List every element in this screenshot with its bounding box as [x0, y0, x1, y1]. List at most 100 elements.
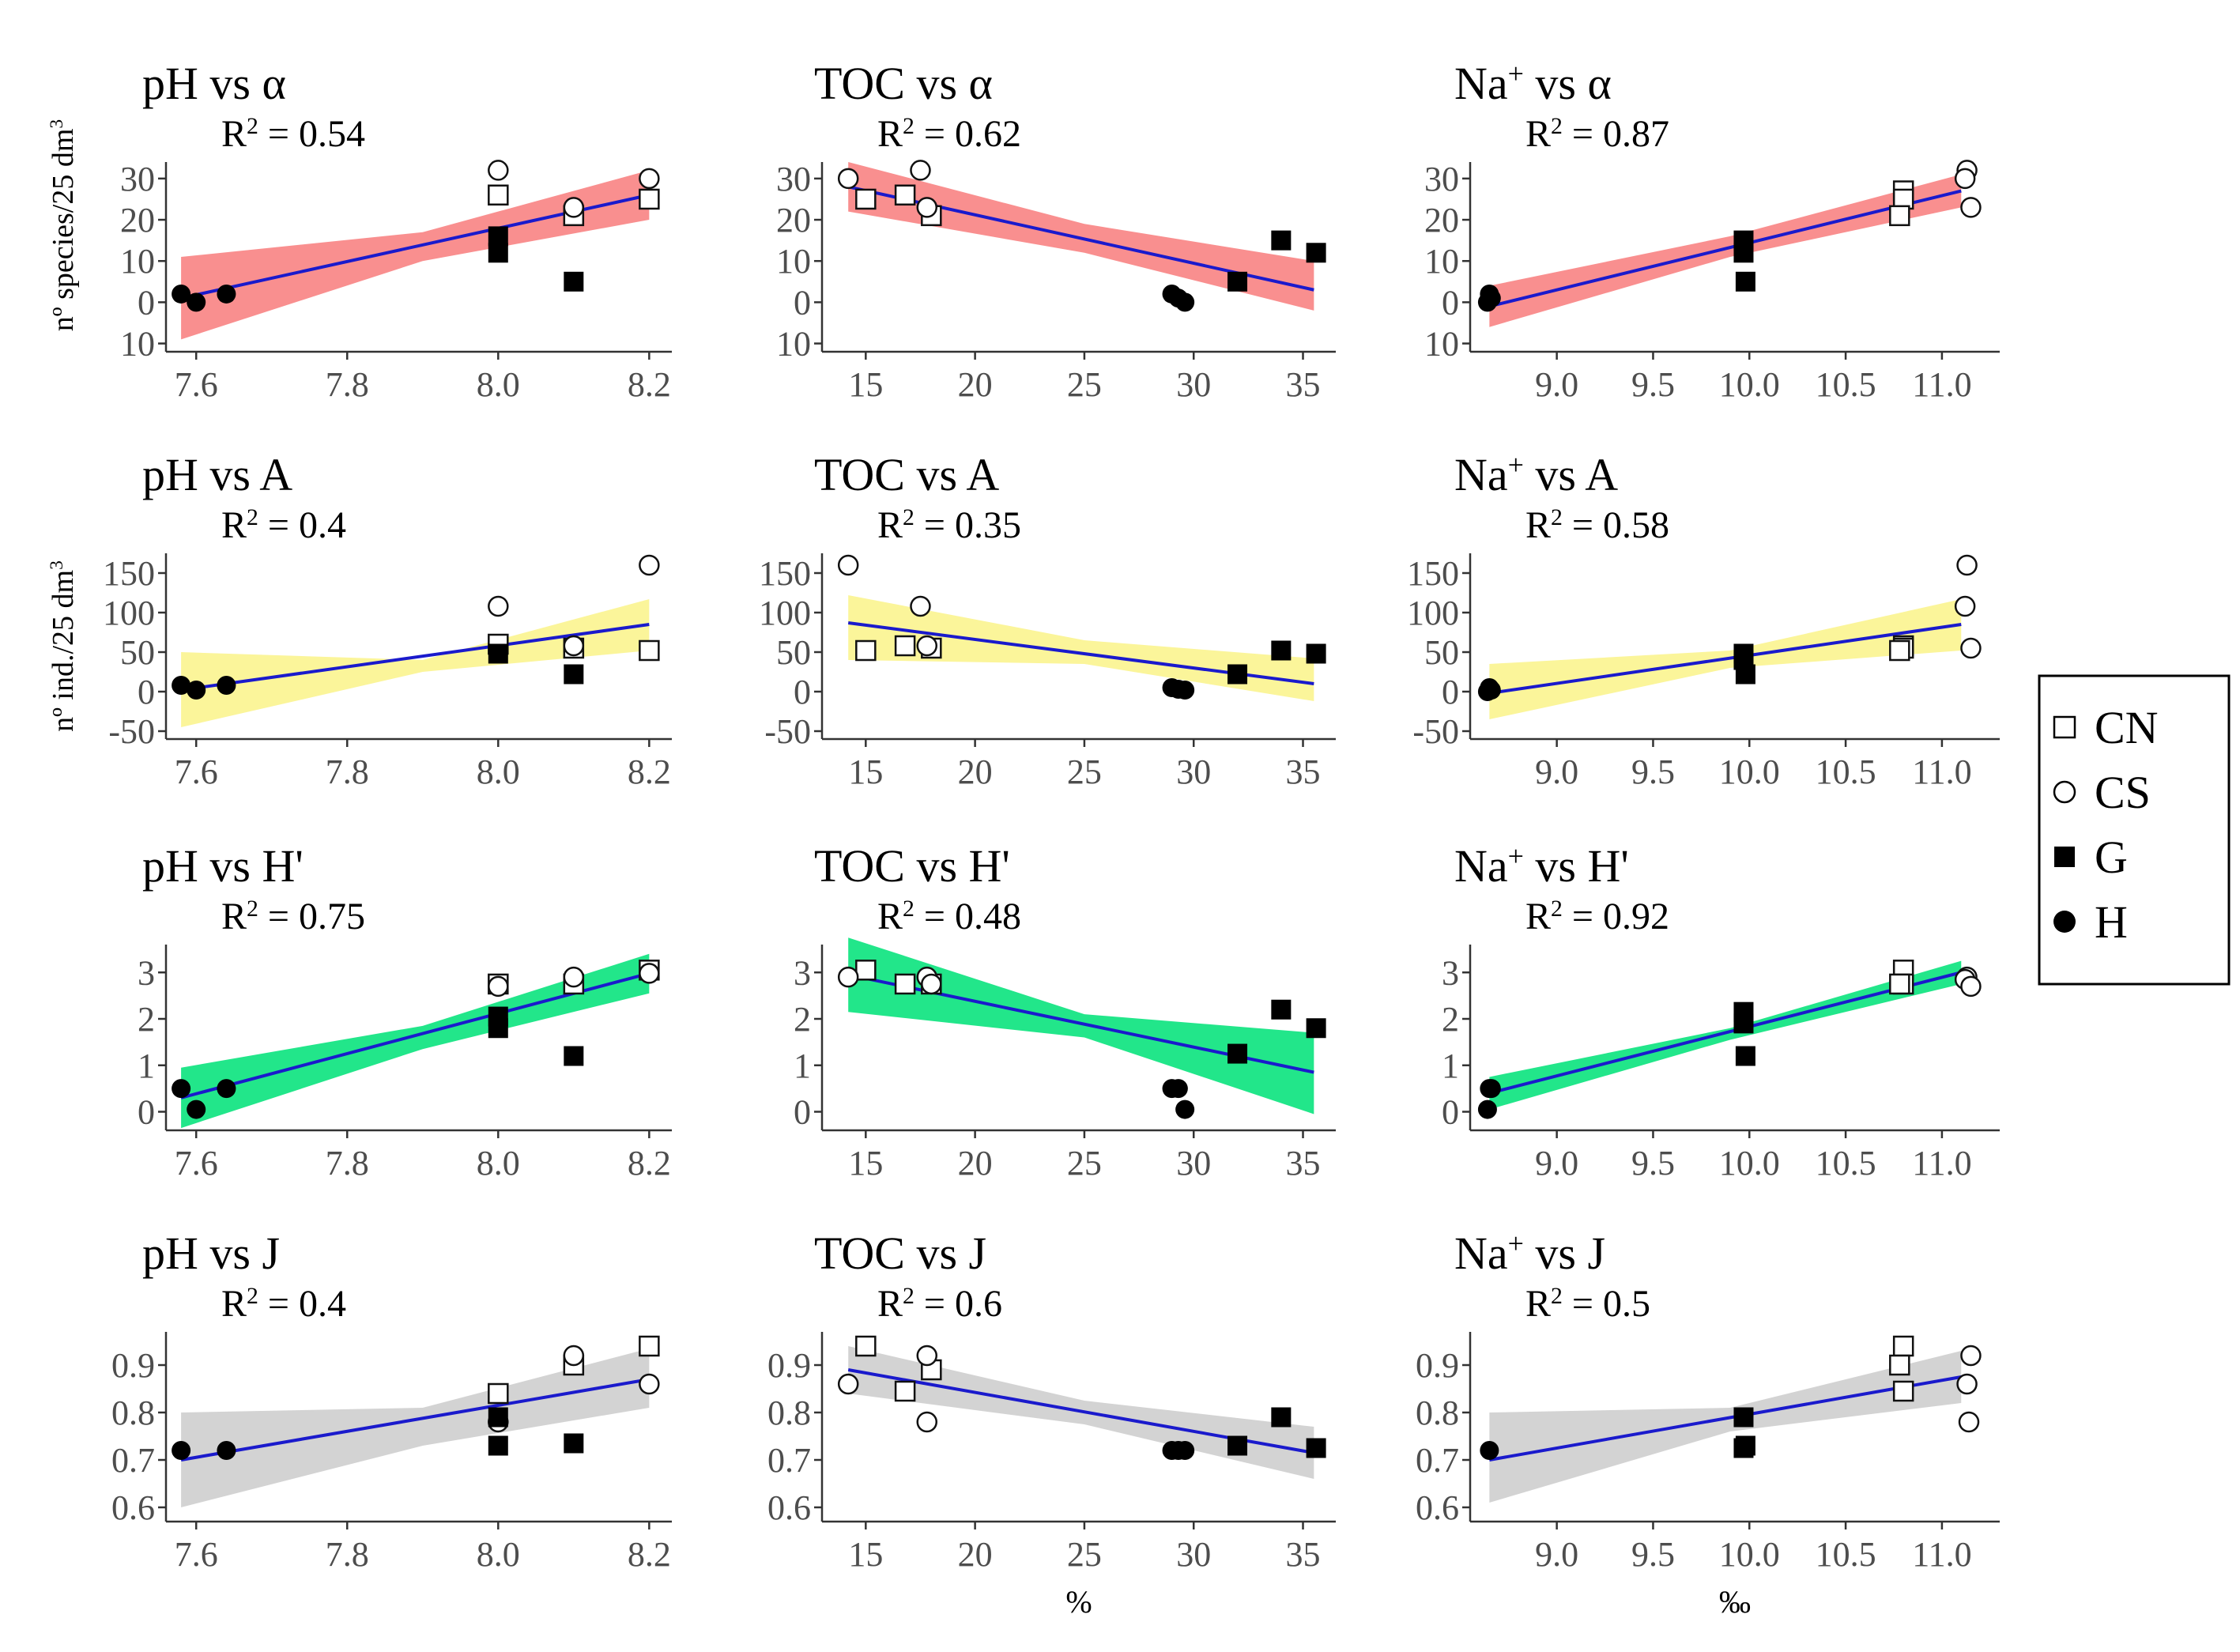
- point-cs: [563, 197, 585, 218]
- point-g: [1306, 243, 1326, 263]
- x-tick-label: 9.0: [1535, 1144, 1578, 1182]
- point-cn: [855, 188, 877, 210]
- y-tick-label: 2: [794, 1000, 811, 1039]
- point-g: [488, 1435, 508, 1456]
- panel-title: Na+ vs H': [1454, 840, 1629, 892]
- y-tick-label: 150: [759, 554, 811, 593]
- y-tick-label: 10: [776, 325, 811, 364]
- y-tick-label: 0.9: [1416, 1346, 1459, 1385]
- r-squared-label: R2 = 0.75: [221, 896, 365, 938]
- point-g: [564, 1433, 584, 1454]
- point-cs: [563, 966, 585, 988]
- panel-r2-c2: 0 1 2 3 9.0 9.5 10.0 10.5 11.0 Na+ vs H'R2 = 0.92: [1442, 840, 2000, 1182]
- y-tick-label: 0: [794, 1093, 811, 1132]
- x-tick-label: 10.5: [1816, 1144, 1876, 1182]
- y-tick-label: 0: [138, 1093, 155, 1132]
- point-cn: [1892, 1335, 1914, 1357]
- y-tick-label: 0: [794, 283, 811, 322]
- y-tick-label: 0: [1442, 1093, 1459, 1132]
- y-tick-label: 100: [759, 594, 811, 632]
- y-tick-label: 10: [120, 325, 155, 364]
- point-h: [217, 284, 236, 304]
- x-tick-label: 8.0: [477, 1144, 520, 1182]
- legend: CN CS GH: [2038, 674, 2231, 986]
- y-tick-label: 150: [103, 554, 155, 593]
- y-tick-label: 50: [776, 633, 811, 672]
- r-squared-label: R2 = 0.4: [221, 504, 346, 547]
- x-tick-label: 7.8: [326, 1144, 369, 1182]
- confidence-band: [848, 162, 1314, 311]
- x-tick-label: 7.6: [175, 1535, 218, 1574]
- y-tick-label: 0: [1442, 283, 1459, 322]
- y-tick-label: 1: [138, 1047, 155, 1085]
- y-tick-label: 30: [120, 160, 155, 198]
- y-tick-label: 2: [138, 1000, 155, 1039]
- x-tick-label: 20: [958, 1535, 993, 1574]
- panel-title: pH vs H': [142, 840, 304, 892]
- x-tick-label: 8.0: [477, 365, 520, 404]
- x-tick-label: 11.0: [1912, 1535, 1971, 1574]
- x-tick-label: 9.5: [1631, 752, 1675, 791]
- y-tick-label: 3: [1442, 953, 1459, 992]
- point-h: [1481, 1079, 1501, 1099]
- y-tick-label: 0.6: [767, 1488, 811, 1527]
- panel-title: Na+ vs A: [1454, 449, 1618, 500]
- point-g: [488, 1018, 508, 1039]
- point-cs: [1956, 1373, 1978, 1395]
- panel-r2-c0: 0 1 2 3 7.6 7.8 8.0 8.2 pH vs H'R2 = 0.75: [138, 840, 672, 1182]
- y-tick-label: -50: [764, 712, 811, 751]
- point-h: [217, 1441, 236, 1460]
- y-tick-label: 50: [1424, 633, 1459, 672]
- point-g: [488, 1407, 508, 1428]
- x-tick-label: 7.8: [326, 1535, 369, 1574]
- r-squared-label: R2 = 0.87: [1525, 113, 1669, 156]
- point-cs: [488, 975, 509, 998]
- x-tick-label: 30: [1176, 365, 1211, 404]
- x-tick-label: 9.0: [1535, 1535, 1578, 1574]
- fit-line: [1489, 623, 1962, 695]
- x-tick-label: 30: [1176, 1535, 1211, 1574]
- panel-title: Na+ vs α: [1454, 58, 1612, 109]
- legend-marker-cn: [2053, 715, 2076, 739]
- point-cn: [894, 1380, 916, 1402]
- confidence-band: [181, 170, 650, 340]
- panel-r3-c1: 0.6 0.7 0.8 0.9 15 20 25 30 35 TOC vs JR2 = 0.6: [767, 1228, 1336, 1574]
- point-g: [1227, 664, 1248, 685]
- x-tick-label: 8.2: [628, 752, 671, 791]
- point-g: [1735, 1046, 1755, 1066]
- confidence-band: [181, 953, 650, 1129]
- x-tick-label: 30: [1176, 1144, 1211, 1182]
- y-tick-label: 0.8: [1416, 1394, 1459, 1432]
- x-tick-label: 10.0: [1719, 365, 1780, 404]
- point-g: [1733, 1013, 1754, 1034]
- confidence-band: [1489, 174, 1962, 327]
- point-cs: [916, 1345, 938, 1367]
- x-tick-label: 35: [1286, 365, 1321, 404]
- y-tick-label: 3: [794, 953, 811, 992]
- panel-r3-c0: 0.6 0.7 0.8 0.9 7.6 7.8 8.0 8.2 pH vs JR2 = 0.4: [111, 1228, 672, 1574]
- point-cn: [1889, 639, 1910, 662]
- panel-r3-c2: 0.6 0.7 0.8 0.9 9.0 9.5 10.0 10.5 11.0 Na+ vs JR2…: [1416, 1228, 2000, 1574]
- y-tick-label: 0.7: [111, 1441, 155, 1480]
- point-g: [1733, 1438, 1754, 1458]
- r-squared-label: R2 = 0.35: [877, 504, 1021, 547]
- x-tick-label: 7.6: [175, 1144, 218, 1182]
- x-tick-label: 10.5: [1816, 365, 1876, 404]
- y-tick-label: 0.9: [111, 1346, 155, 1385]
- x-axis-label: ‰: [1719, 1584, 1751, 1620]
- confidence-band: [848, 595, 1314, 701]
- x-tick-label: 25: [1067, 1535, 1102, 1574]
- y-tick-label: 10: [776, 242, 811, 281]
- x-tick-label: 10.5: [1816, 1535, 1876, 1574]
- point-g: [1227, 271, 1248, 292]
- point-g: [1227, 1435, 1248, 1456]
- point-cn: [639, 188, 660, 210]
- y-tick-label: 0: [138, 283, 155, 322]
- x-tick-label: 7.8: [326, 365, 369, 404]
- point-cs: [1960, 637, 1982, 659]
- y-tick-label: -50: [108, 712, 155, 751]
